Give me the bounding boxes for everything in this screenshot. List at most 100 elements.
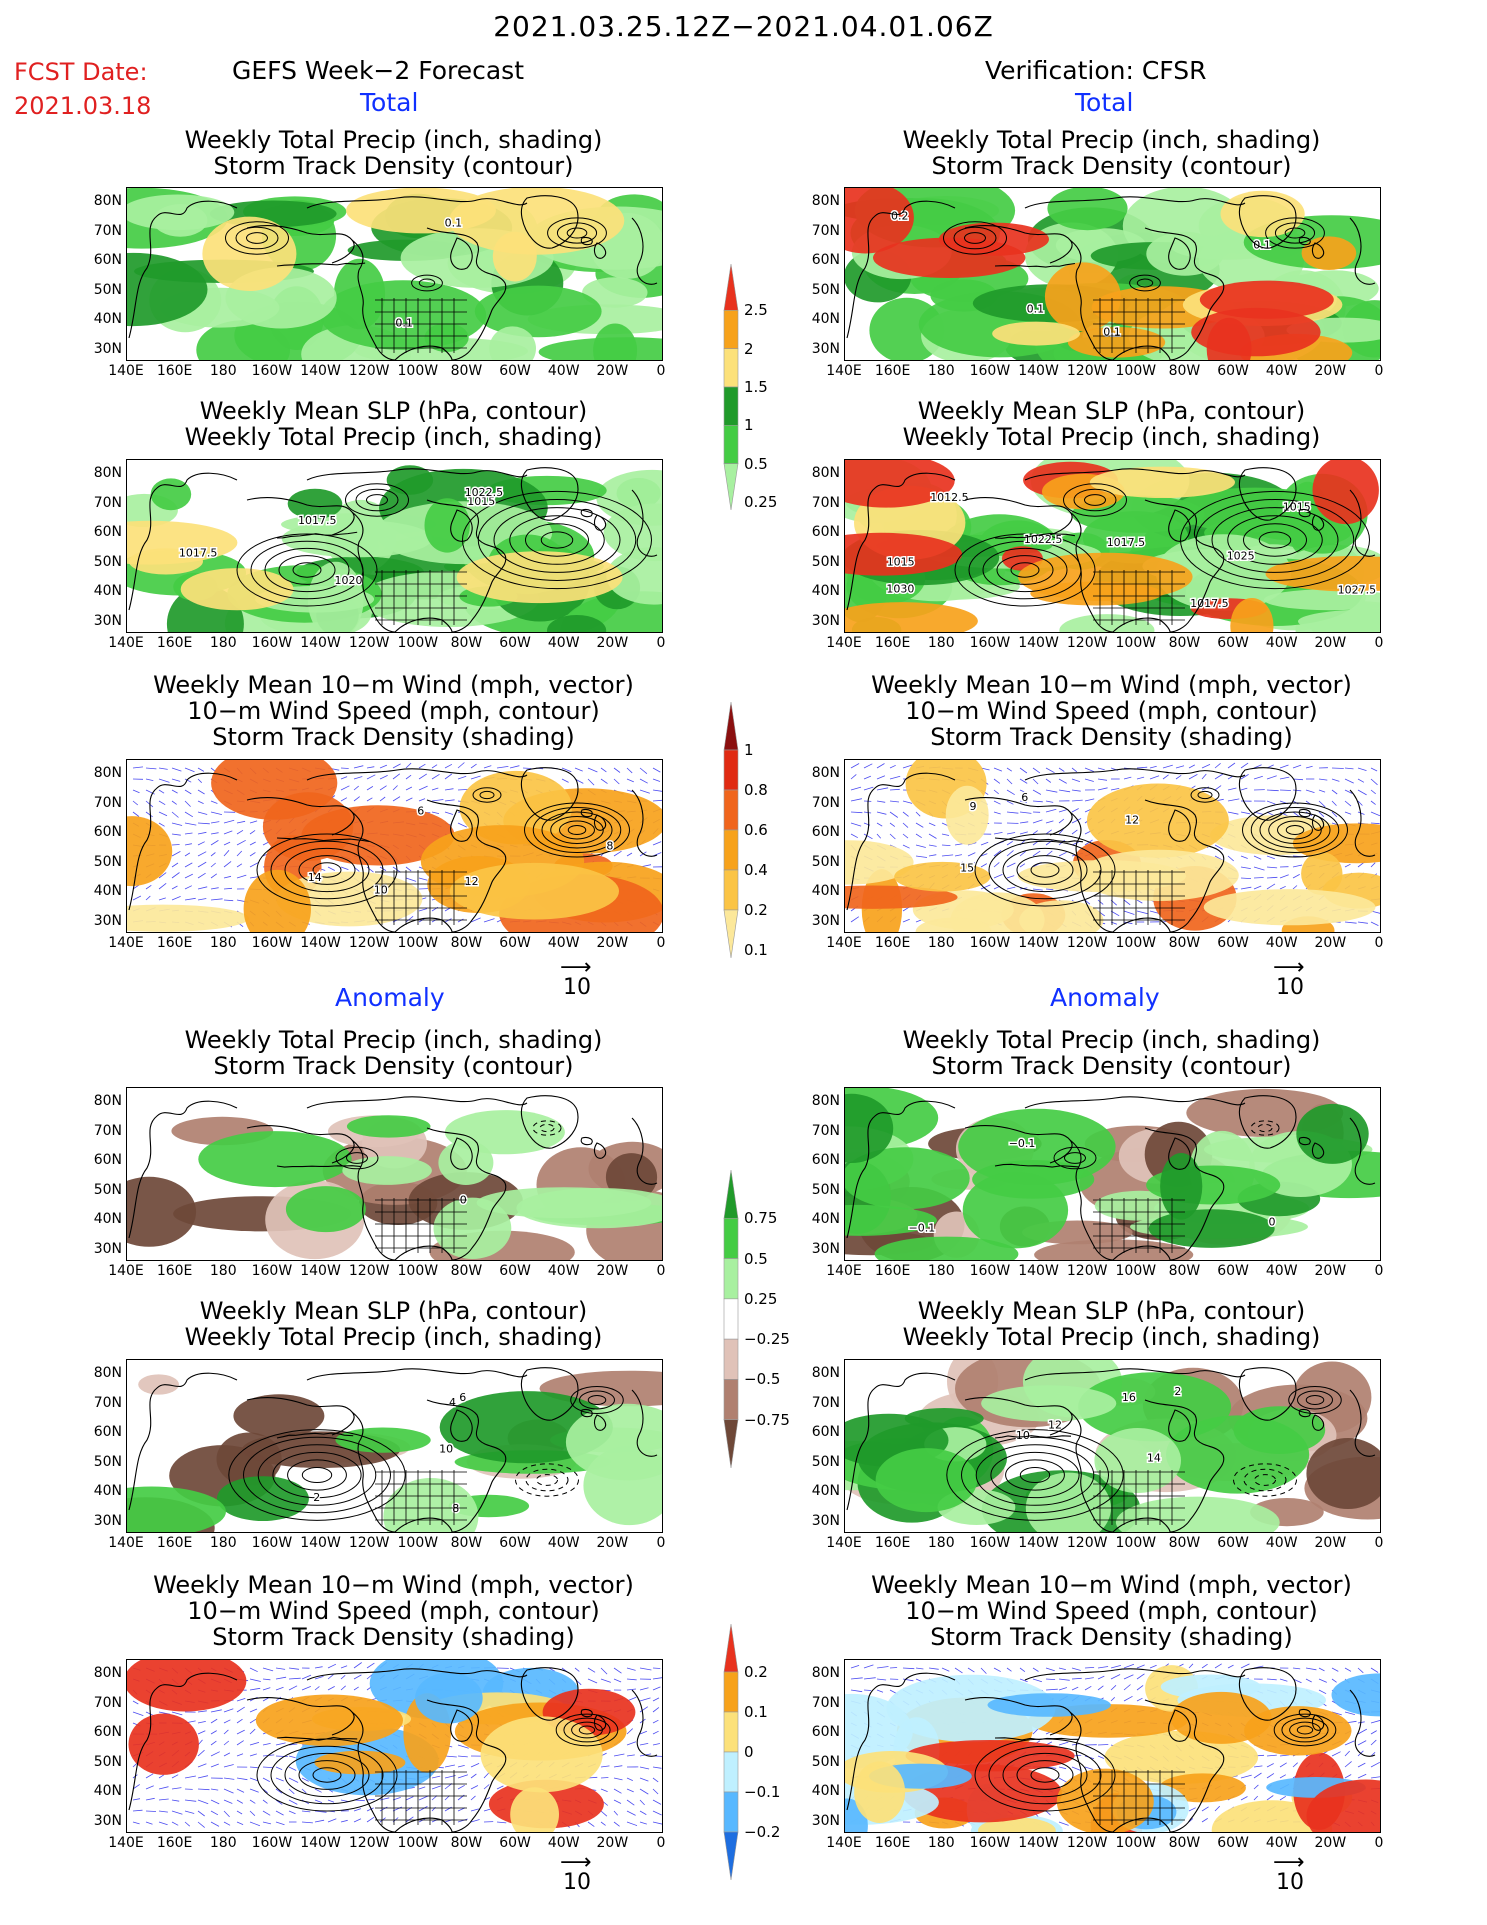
lat-label: 50N <box>811 1181 840 1198</box>
contour-label: 12 <box>465 875 479 888</box>
colorbar-swatch <box>723 789 739 831</box>
colorbar-precip-total <box>723 263 739 511</box>
panel-title-cfsr-wind-total-1: 10−m Wind Speed (mph, contour) <box>905 697 1318 725</box>
storm-track-contours <box>225 217 607 292</box>
lon-label: 160W <box>251 1835 293 1851</box>
lon-label: 180 <box>209 1535 237 1551</box>
lon-label: 140W <box>1018 935 1059 951</box>
precip-heavy <box>845 460 1380 632</box>
lat-label: 80N <box>811 1093 840 1109</box>
lon-label: 80W <box>450 1263 483 1279</box>
lat-label: 60N <box>93 252 122 268</box>
contour-label: 14 <box>1147 1452 1161 1465</box>
lat-label: 70N <box>93 222 122 239</box>
map-panel-gefs-precip_storm-anom: 0 <box>126 1087 663 1261</box>
lon-label: 160E <box>156 935 193 951</box>
coastlines <box>846 767 1376 932</box>
lon-label: 100W <box>1115 1263 1157 1279</box>
slp-anom-contours <box>228 1386 624 1521</box>
colorbar-swatch <box>723 1419 739 1469</box>
lon-label: 160W <box>251 935 293 951</box>
colorbar-label: 0.25 <box>744 1289 778 1308</box>
lon-label: 180 <box>927 363 955 379</box>
colorbar-swatch <box>723 348 739 388</box>
lat-label: 60N <box>93 824 122 840</box>
coastlines <box>128 1367 658 1532</box>
lon-label: 160W <box>969 635 1011 651</box>
lon-label: 20W <box>596 1535 629 1551</box>
contour-label: 12 <box>1125 814 1139 827</box>
lat-label: 80N <box>811 1665 840 1681</box>
panel-title-gefs-wind-anom-2: Storm Track Density (shading) <box>212 1623 575 1651</box>
colorbar-label: −0.25 <box>744 1330 790 1349</box>
lon-label: 20W <box>1314 635 1347 651</box>
lon-label: 140E <box>108 635 144 651</box>
colorbar-swatch <box>723 386 739 426</box>
lon-label: 160E <box>874 1835 911 1851</box>
contour-label: 10 <box>439 1442 453 1455</box>
lat-label: 70N <box>93 1122 122 1139</box>
lat-label: 40N <box>811 583 840 599</box>
colorbar-label: 0.1 <box>744 941 768 959</box>
colorbar-label: 0.25 <box>744 493 778 511</box>
lon-label: 140E <box>826 1535 862 1551</box>
right-heading: Verification: CFSR <box>985 56 1207 85</box>
storm-density-shading <box>845 760 1380 932</box>
lon-label: 60W <box>1217 363 1249 379</box>
panel-title-cfsr-slp_precip-anom-1: Weekly Total Precip (inch, shading) <box>902 1323 1321 1351</box>
contour-label: 1017.5 <box>1190 597 1229 610</box>
lat-label: 30N <box>93 1240 122 1257</box>
lon-label: 0 <box>656 1263 666 1279</box>
lon-label: 140E <box>826 635 862 651</box>
vector-ref-gefs-total-value: 10 <box>563 975 591 1000</box>
lon-label: 180 <box>927 1535 955 1551</box>
lon-label: 20W <box>1314 1535 1347 1551</box>
lon-label: 0 <box>656 1835 666 1851</box>
contour-label: 9 <box>970 800 977 813</box>
lon-label: 140E <box>108 1263 144 1279</box>
fcst-date-label: FCST Date: <box>14 58 148 86</box>
lat-label: 80N <box>811 765 840 781</box>
contour-label: −0.1 <box>909 1222 936 1235</box>
panel-title-cfsr-precip_storm-anom-1: Storm Track Density (contour) <box>931 1052 1292 1080</box>
panel-title-gefs-slp_precip-anom-0: Weekly Mean SLP (hPa, contour) <box>199 1297 588 1325</box>
state-boundaries <box>375 1470 467 1525</box>
colorbar-swatch <box>723 1671 739 1713</box>
panel-title-gefs-precip_storm-anom-0: Weekly Total Precip (inch, shading) <box>184 1026 603 1054</box>
lon-label: 40W <box>1265 935 1298 951</box>
lon-label: 80W <box>450 935 483 951</box>
lat-label: 60N <box>811 1724 840 1740</box>
lat-label: 60N <box>811 524 840 540</box>
contour-label: 1012.5 <box>930 491 969 504</box>
lat-label: 50N <box>93 281 122 298</box>
panel-title-gefs-precip_storm-total-0: Weekly Total Precip (inch, shading) <box>184 126 603 154</box>
colorbar-storm-total <box>723 701 739 959</box>
map-panel-cfsr-slp_precip-total: 1017.5 1015 1012.5 1022.5 1017.5 1015 1030 1027… <box>844 459 1381 633</box>
lon-label: 40W <box>547 363 580 379</box>
lat-label: 60N <box>93 524 122 540</box>
colorbar-label: 1.5 <box>744 378 768 396</box>
lat-label: 70N <box>811 494 840 511</box>
lon-label: 120W <box>348 1263 390 1279</box>
right-total-label: Total <box>1075 88 1134 117</box>
contour-labels: 2 10 8 64 <box>312 1390 468 1517</box>
storm-anom-contours <box>1053 1120 1280 1170</box>
lon-label: 60W <box>1217 1835 1249 1851</box>
page-title: 2021.03.25.12Z−2021.04.01.06Z <box>493 10 994 43</box>
colorbar-swatch <box>723 1169 739 1219</box>
lon-label: 140W <box>1018 1263 1059 1279</box>
panel-title-gefs-slp_precip-anom-1: Weekly Total Precip (inch, shading) <box>184 1323 603 1351</box>
lon-label: 140E <box>826 1835 862 1851</box>
colorbar-label: 0 <box>744 1743 754 1761</box>
contour-label: 15 <box>960 862 974 875</box>
lon-label: 0 <box>656 1535 666 1551</box>
lat-label: 30N <box>93 612 122 629</box>
contour-label: 8 <box>606 840 613 853</box>
colorbar-swatch <box>723 1338 739 1380</box>
lon-label: 160E <box>874 1535 911 1551</box>
lon-label: 160E <box>156 1835 193 1851</box>
state-boundaries <box>1093 298 1185 353</box>
lon-label: 180 <box>209 635 237 651</box>
lon-label: 80W <box>450 1835 483 1851</box>
